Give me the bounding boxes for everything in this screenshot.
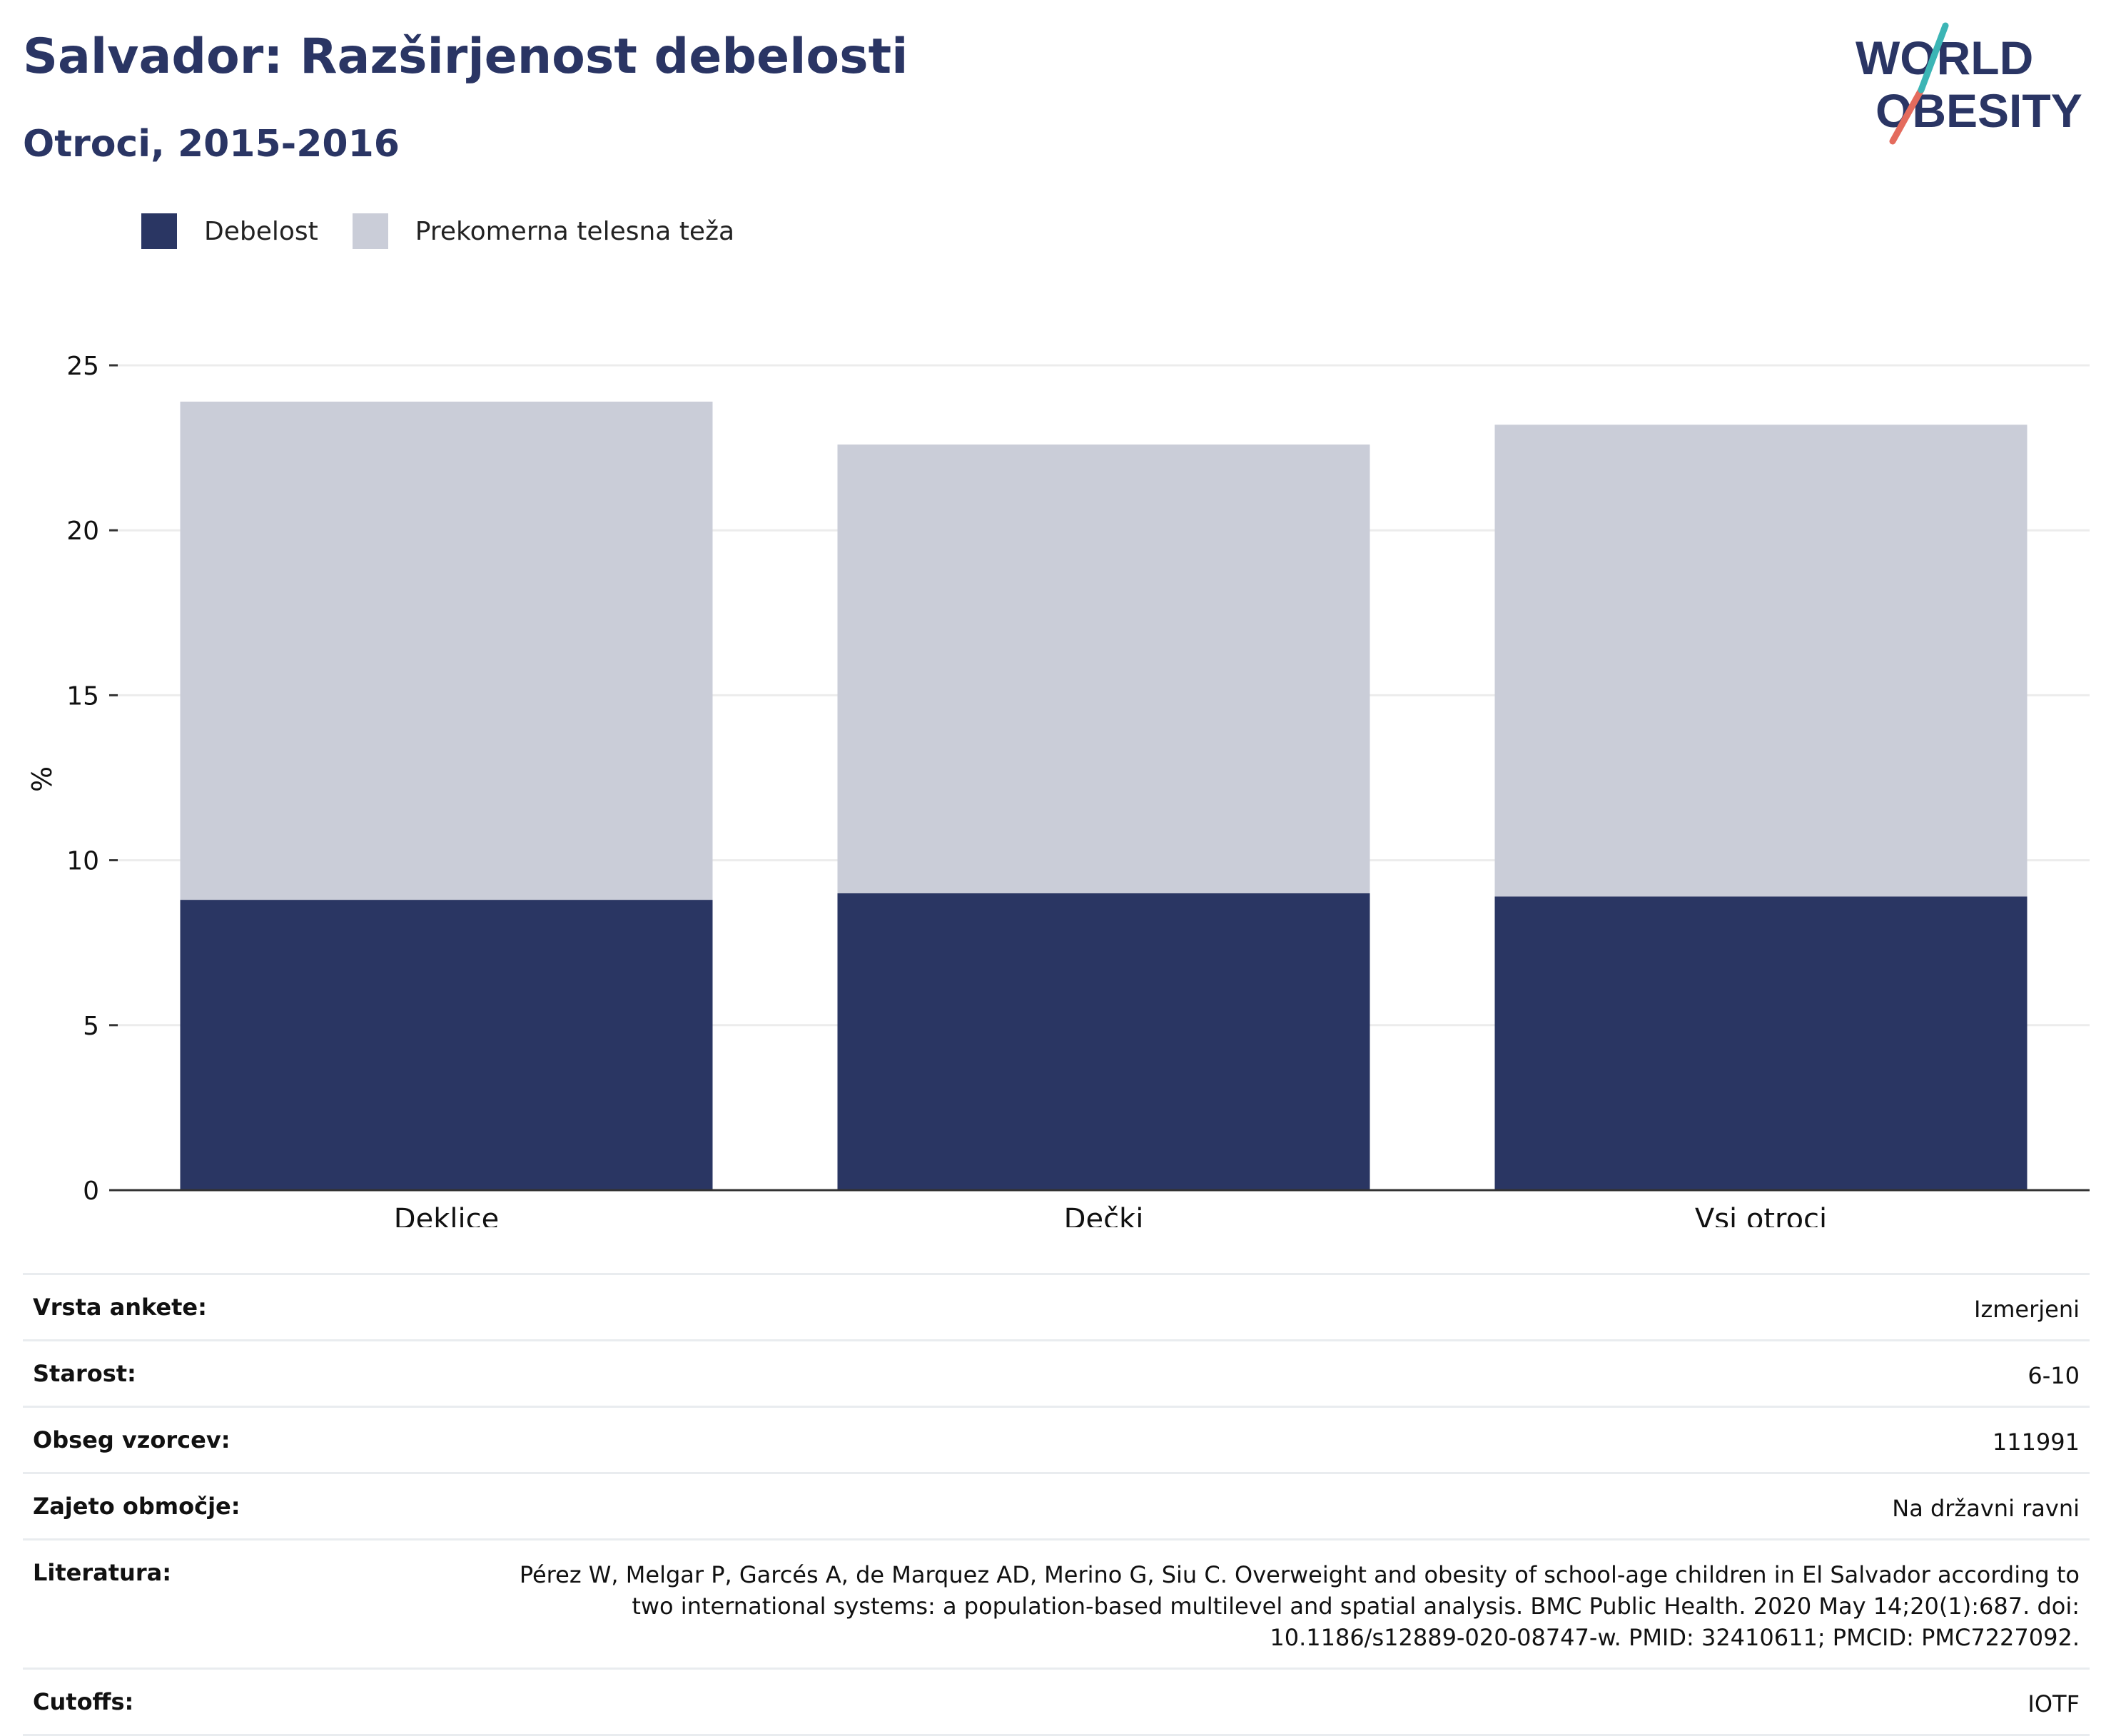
details-value: 111991 (1992, 1428, 2080, 1456)
details-label: Obseg vzorcev: (33, 1426, 231, 1453)
details-value: 6-10 (2028, 1362, 2080, 1389)
legend-swatch-obesity (141, 213, 177, 249)
bar-overweight[interactable] (1494, 425, 2028, 897)
details-value: Na državni ravni (1892, 1495, 2080, 1522)
logo-slash-teal (1918, 22, 1949, 93)
bar-obesity[interactable] (1494, 896, 2028, 1190)
bar-obesity[interactable] (837, 893, 1370, 1190)
details-label: Literatura: (33, 1559, 171, 1586)
y-tick-label: 5 (83, 1012, 99, 1041)
legend-label-overweight: Prekomerna telesna teža (415, 216, 735, 246)
y-tick-label: 0 (83, 1177, 99, 1206)
details-row: Zajeto območje: Na državni ravni (23, 1472, 2090, 1538)
details-row: Obseg vzorcev: 111991 (23, 1406, 2090, 1472)
details-row: Cutoffs: IOTF (23, 1668, 2090, 1736)
details-label: Cutoffs: (33, 1688, 134, 1715)
legend-item-overweight[interactable]: Prekomerna telesna teža (352, 213, 735, 249)
legend-label-obesity: Debelost (204, 216, 318, 246)
details-label: Starost: (33, 1360, 136, 1387)
details-label: Vrsta ankete: (33, 1294, 207, 1321)
details-row: Literatura: Pérez W, Melgar P, Garcés A, … (23, 1538, 2090, 1668)
logo-line1: WORLD (1856, 31, 2033, 84)
page-title: Salvador: Razširjenost debelosti (23, 29, 908, 85)
details-value: Pérez W, Melgar P, Garcés A, de Marquez … (519, 1561, 2080, 1651)
chart-legend: Debelost Prekomerna telesna teža (141, 211, 769, 251)
details-label: Zajeto območje: (33, 1493, 241, 1520)
legend-swatch-overweight (352, 213, 388, 249)
details-row: Starost: 6-10 (23, 1339, 2090, 1406)
y-tick-label: 10 (66, 847, 99, 876)
y-axis-label: % (26, 766, 58, 792)
y-tick-label: 25 (66, 352, 99, 381)
x-tick-label: Deklice (394, 1203, 499, 1227)
stacked-bar-chart: 0 5 10 15 20 25 Deklice Dečki Vsi otroci % (26, 352, 2090, 1227)
y-tick-label: 20 (66, 517, 99, 546)
details-row: Vrsta ankete: Izmerjeni (23, 1273, 2090, 1339)
logo-slash-coral (1889, 86, 1925, 145)
bar-overweight[interactable] (837, 444, 1370, 893)
world-obesity-logo: WORLD OBESITY (1856, 22, 2082, 145)
bar-overweight[interactable] (180, 401, 713, 900)
page-subtitle: Otroci, 2015-2016 (23, 123, 400, 166)
x-tick-label: Dečki (1064, 1203, 1144, 1227)
x-tick-label: Vsi otroci (1695, 1203, 1827, 1227)
details-value: Izmerjeni (1974, 1296, 2080, 1323)
y-tick-label: 15 (66, 681, 99, 711)
legend-item-obesity[interactable]: Debelost (141, 213, 318, 249)
bar-obesity[interactable] (180, 900, 713, 1190)
survey-details-table: Vrsta ankete: Izmerjeni Starost: 6-10 Obseg … (23, 1273, 2090, 1736)
details-value: IOTF (2028, 1690, 2080, 1717)
